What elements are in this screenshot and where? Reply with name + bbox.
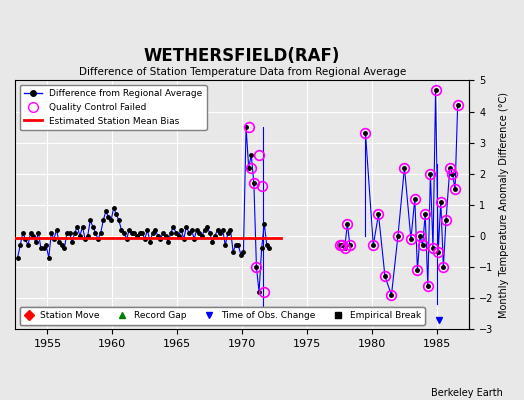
Legend: Station Move, Record Gap, Time of Obs. Change, Empirical Break: Station Move, Record Gap, Time of Obs. C… [19, 307, 425, 325]
Title: WETHERSFIELD(RAF): WETHERSFIELD(RAF) [144, 47, 341, 65]
Text: Difference of Station Temperature Data from Regional Average: Difference of Station Temperature Data f… [79, 68, 406, 78]
Text: Berkeley Earth: Berkeley Earth [431, 388, 503, 398]
